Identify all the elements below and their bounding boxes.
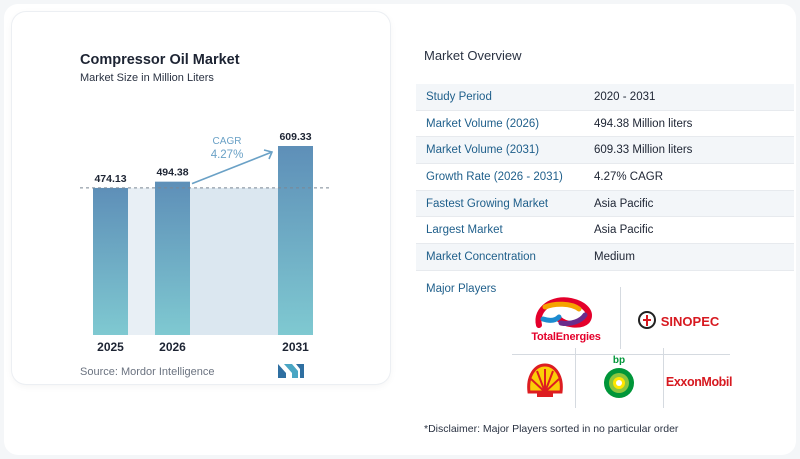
- sinopec-label: SINOPEC: [660, 313, 720, 329]
- overview-row: Growth Rate (2026 - 2031) 4.27% CAGR: [416, 164, 794, 191]
- overview-row: Market Concentration Medium: [416, 244, 794, 271]
- row-value: 4.27% CAGR: [594, 170, 664, 183]
- bar-2031: [278, 146, 313, 335]
- row-key: Largest Market: [426, 224, 503, 237]
- bar-chart: 474.13 494.38 609.33 2025 2026 2031 CAGR 4.27%: [80, 131, 330, 354]
- row-key: Market Volume (2026): [426, 117, 540, 130]
- logo-divider: [512, 354, 730, 355]
- row-key: Market Volume (2031): [426, 144, 540, 157]
- row-value: Asia Pacific: [594, 224, 654, 237]
- row-value: 2020 - 2031: [594, 90, 656, 103]
- overview-row: Fastest Growing Market Asia Pacific: [416, 190, 794, 218]
- row-value: 609.33 Million liters: [594, 144, 693, 157]
- logo-divider: [575, 348, 576, 408]
- bp-helios-icon: [604, 367, 634, 398]
- value-label-2031: 609.33: [279, 131, 311, 143]
- chart-title: Compressor Oil Market: [80, 52, 240, 68]
- sinopec-logo-icon: SINOPEC: [630, 306, 726, 336]
- bp-label: bp: [612, 354, 626, 366]
- row-key: Market Concentration: [426, 250, 536, 263]
- shell-mark-icon: [527, 363, 563, 397]
- overview-row: Largest Market Asia Pacific: [416, 217, 794, 245]
- logo-divider: [620, 287, 621, 349]
- row-value: Asia Pacific: [594, 197, 654, 210]
- cagr-arrow-line: [191, 151, 273, 185]
- exxonmobil-label: ExxonMobil: [665, 375, 733, 389]
- shell-logo-icon: [520, 358, 570, 404]
- source-note: Source: Mordor Intelligence: [80, 366, 215, 378]
- mordor-intelligence-logo-icon: [278, 364, 304, 378]
- value-label-2025: 474.13: [94, 173, 126, 185]
- row-key: Study Period: [426, 90, 492, 103]
- cagr-value: 4.27%: [211, 149, 244, 161]
- bar-2025: [93, 187, 128, 335]
- tick-label-2031: 2031: [282, 340, 309, 354]
- logo-divider: [663, 348, 664, 408]
- bp-logo-icon: bp: [586, 352, 652, 402]
- cagr-arrowhead: [263, 149, 274, 160]
- row-value: Medium: [594, 250, 635, 263]
- totalenergies-logo-icon: TotalEnergies: [518, 290, 614, 348]
- totalenergies-mark-icon: [535, 297, 592, 328]
- tick-label-2026: 2026: [159, 340, 186, 354]
- tick-label-2025: 2025: [97, 340, 124, 354]
- sinopec-mark-icon: [637, 311, 656, 329]
- overview-row: Study Period 2020 - 2031: [416, 84, 794, 111]
- market-overview-table: Study Period 2020 - 2031 Market Volume (2…: [416, 84, 794, 271]
- value-label-2026: 494.38: [156, 167, 188, 179]
- row-value: 494.38 Million liters: [594, 117, 693, 130]
- exxonmobil-logo-icon: ExxonMobil: [664, 370, 734, 394]
- cagr-label: CAGR: [213, 136, 242, 147]
- disclaimer: *Disclaimer: Major Players sorted in no …: [424, 423, 679, 435]
- chart-subtitle: Market Size in Million Liters: [80, 72, 214, 84]
- major-players-label: Major Players: [426, 283, 497, 295]
- totalenergies-label: TotalEnergies: [531, 331, 601, 343]
- row-key: Growth Rate (2026 - 2031): [426, 170, 563, 183]
- growth-shade-area: [190, 187, 278, 335]
- row-key: Fastest Growing Market: [426, 197, 549, 210]
- overview-row: Market Volume (2031) 609.33 Million liter…: [416, 137, 794, 165]
- bar-2026: [155, 181, 190, 335]
- overview-row: Market Volume (2026) 494.38 Million liter…: [416, 111, 794, 138]
- overview-title: Market Overview: [424, 48, 522, 63]
- gap-shade-area: [128, 187, 155, 335]
